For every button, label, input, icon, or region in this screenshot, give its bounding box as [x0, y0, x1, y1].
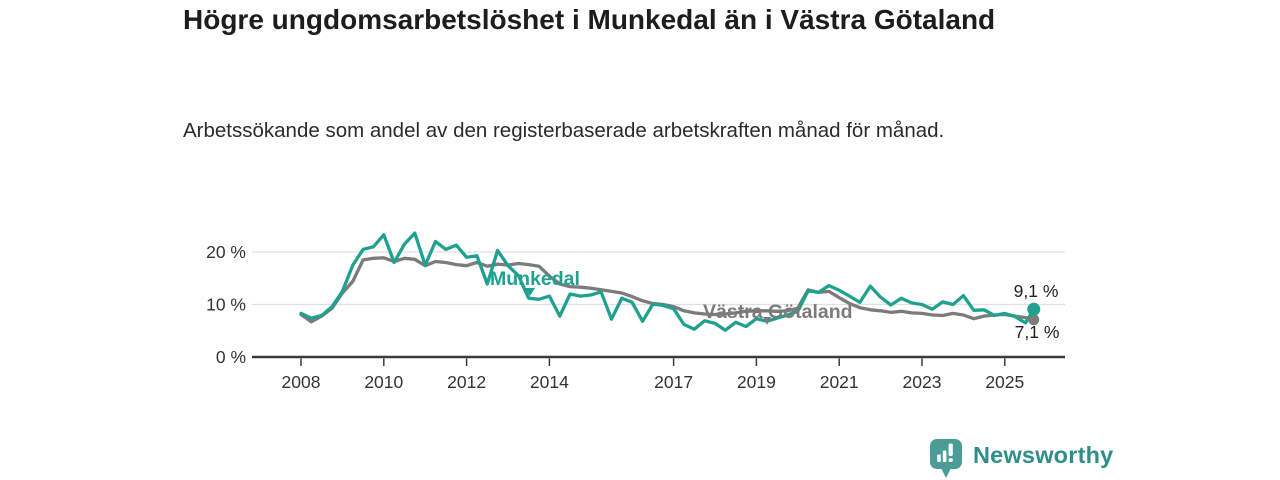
chart-generated: 2008 2010 2012 2014 2017 2019 2021 2023 2025	[252, 231, 1065, 392]
y-tick-label-0: 0 %	[216, 347, 246, 367]
chart-area: 2008 2010 2012 2014 2017 2019 2021 2023 2025 20 …	[175, 220, 1085, 415]
series-line-vastra_gotaland	[299, 256, 1036, 324]
y-axis-labels: 20 % 10 % 0 %	[206, 242, 246, 367]
x-tick-label: 2008	[282, 372, 321, 392]
x-tick-label: 2014	[530, 372, 569, 392]
end-value-munkedal: 9,1 %	[1014, 281, 1059, 301]
vastra-gotaland-pointer-icon	[763, 317, 771, 325]
x-tick-label: 2012	[447, 372, 486, 392]
series-label-vastra-gotaland: Västra Götaland	[703, 301, 853, 323]
end-value-vastra-gotaland: 7,1 %	[1015, 322, 1060, 342]
x-tick-label: 2010	[364, 372, 403, 392]
series-line-munkedal	[299, 231, 1036, 332]
x-tick-label: 2017	[654, 372, 693, 392]
x-tick-label: 2021	[820, 372, 859, 392]
y-tick-label-20: 20 %	[206, 242, 246, 262]
page-title: Högre ungdomsarbetslöshet i Munkedal än …	[183, 4, 996, 35]
newsworthy-logo: Newsworthy	[929, 438, 1113, 479]
badge-bars-icon	[937, 443, 953, 462]
series-label-munkedal: Munkedal	[490, 268, 580, 290]
x-tick-label: 2023	[903, 372, 942, 392]
newsworthy-wordmark: Newsworthy	[973, 442, 1114, 468]
chart-subtitle: Arbetssökande som andel av den registerb…	[183, 119, 945, 142]
munkedal-pointer-icon	[525, 288, 535, 296]
x-tick-label: 2025	[985, 372, 1024, 392]
unemployment-chart: 2008 2010 2012 2014 2017 2019 2021 2023 2025 20 …	[206, 231, 1065, 392]
newsworthy-badge-icon	[930, 439, 962, 478]
end-dot-vastra_gotaland	[1028, 314, 1040, 326]
x-tick-label: 2019	[737, 372, 776, 392]
end-dot-munkedal	[1027, 302, 1041, 316]
y-tick-label-10: 10 %	[206, 295, 246, 315]
